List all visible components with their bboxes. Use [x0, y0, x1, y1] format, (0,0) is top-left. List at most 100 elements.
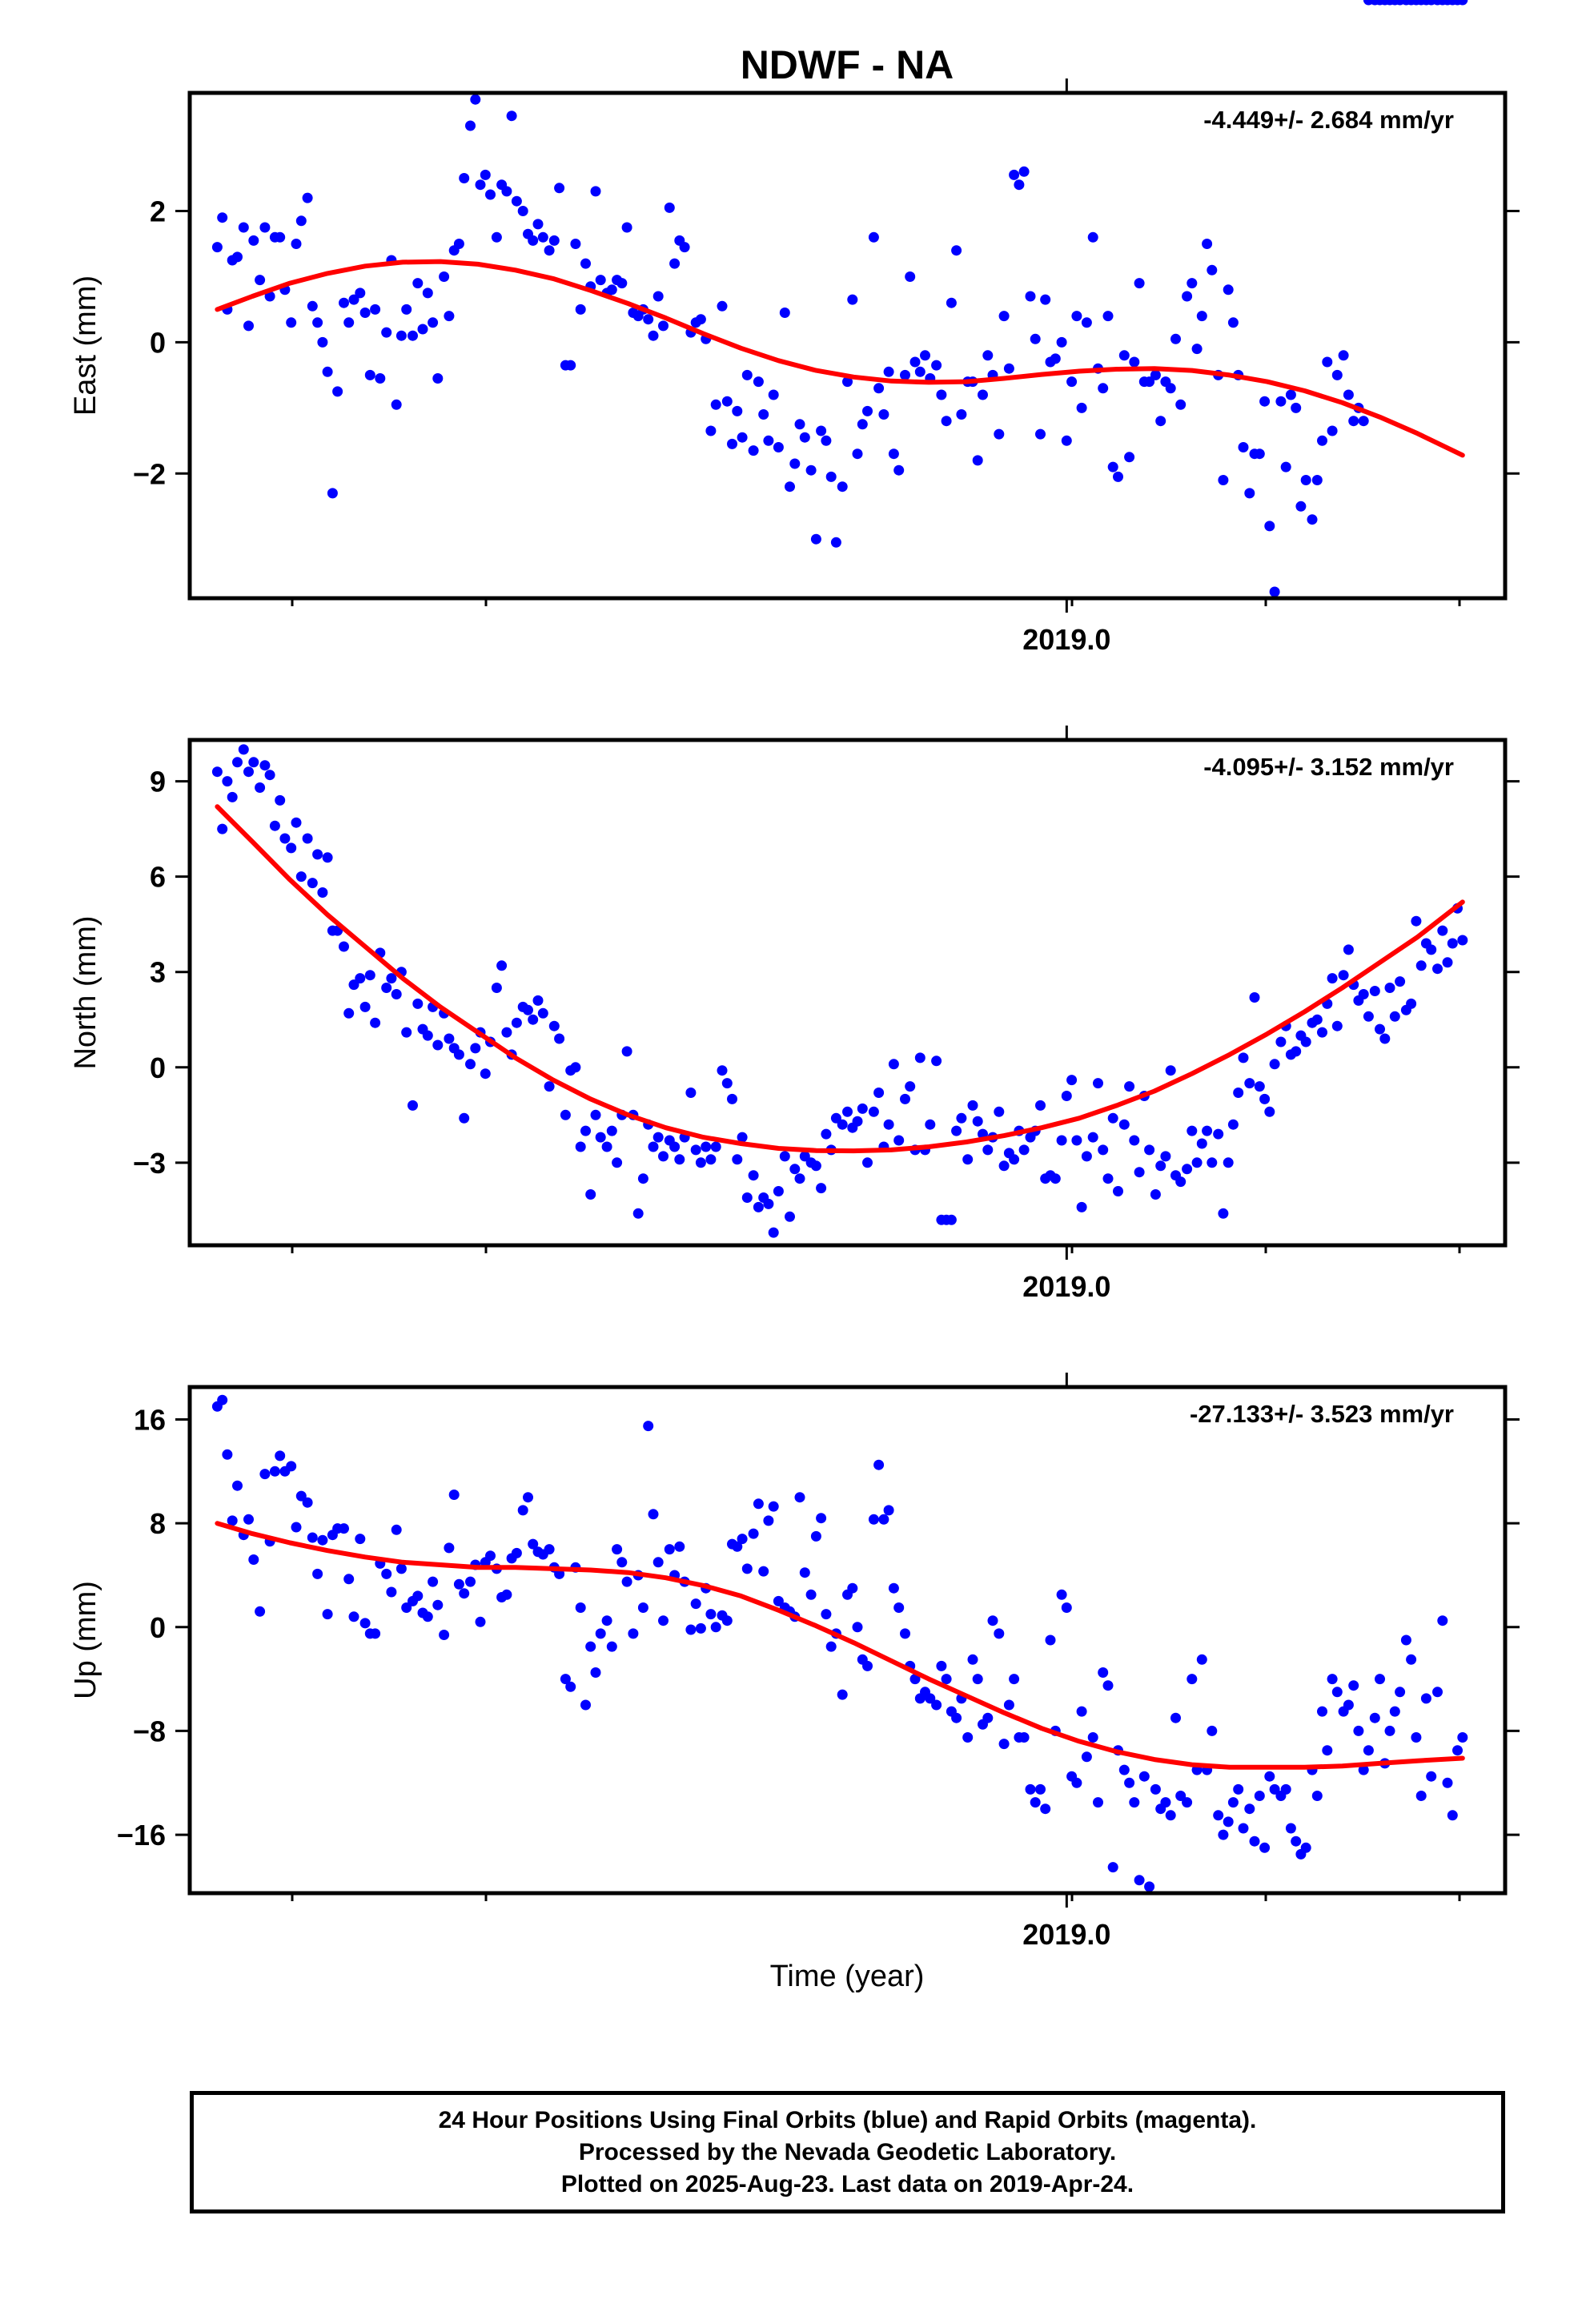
up-data-point	[748, 1528, 759, 1539]
up-data-point	[355, 1534, 366, 1545]
up-data-point	[883, 1505, 894, 1516]
north-data-point	[1160, 1151, 1171, 1162]
up-data-point	[1322, 1745, 1333, 1756]
east-data-point	[1144, 376, 1155, 388]
north-data-point	[1186, 1125, 1198, 1136]
up-data-point	[1311, 1791, 1323, 1801]
north-data-point	[1144, 1144, 1155, 1156]
east-data-point	[381, 327, 392, 338]
north-data-point	[1124, 1081, 1135, 1092]
north-data-point	[307, 878, 318, 889]
north-data-point	[391, 989, 402, 999]
north-data-point	[1238, 1052, 1249, 1063]
up-data-point	[658, 1615, 669, 1626]
up-data-point	[1018, 1732, 1030, 1743]
north-data-point	[1437, 925, 1448, 936]
north-data-point	[532, 995, 544, 1006]
east-data-point	[1291, 402, 1302, 413]
up-data-point	[816, 1513, 827, 1524]
east-data-point	[1129, 356, 1140, 368]
north-data-point	[343, 1007, 355, 1019]
up-data-point	[628, 1628, 639, 1639]
east-data-point	[1014, 179, 1025, 191]
up-data-point	[1369, 1712, 1380, 1723]
north-data-point	[412, 998, 424, 1009]
north-data-point	[1415, 960, 1427, 971]
north-data-point	[705, 1154, 717, 1165]
up-data-point	[1415, 1791, 1427, 1801]
north-data-point	[401, 1027, 412, 1038]
up-data-point	[721, 1615, 733, 1626]
north-data-point	[511, 1017, 522, 1028]
east-data-point	[595, 275, 606, 286]
north-data-point	[1227, 1119, 1239, 1130]
up-data-point	[544, 1544, 555, 1555]
east-data-point	[773, 442, 784, 452]
north-rate-label: -4.095+/- 3.152 mm/yr	[1203, 753, 1454, 781]
east-y-tick-label: 2	[150, 195, 166, 228]
north-data-point	[810, 1160, 821, 1172]
north-data-point	[799, 1151, 810, 1162]
north-data-point	[830, 1112, 841, 1124]
east-data-point	[1300, 475, 1311, 485]
north-data-point	[322, 852, 333, 863]
east-data-point	[532, 219, 544, 230]
east-data-point	[1102, 311, 1114, 322]
up-data-point	[1098, 1667, 1109, 1678]
east-data-point	[475, 179, 486, 191]
up-data-point	[1264, 1771, 1275, 1782]
up-data-point	[370, 1628, 381, 1639]
up-data-point	[643, 1421, 654, 1432]
up-data-point	[465, 1576, 476, 1587]
east-data-point	[1348, 416, 1359, 427]
up-data-point	[1358, 1764, 1369, 1775]
east-data-point	[1175, 399, 1186, 410]
north-data-point	[217, 823, 228, 834]
north-data-point	[606, 1125, 617, 1136]
north-data-point	[528, 1014, 539, 1025]
east-data-point	[537, 231, 548, 243]
north-data-point	[701, 1141, 712, 1152]
north-data-point	[575, 1141, 586, 1152]
east-data-point	[1264, 521, 1275, 532]
north-data-point	[1182, 1164, 1193, 1175]
north-data-point	[994, 1106, 1005, 1117]
east-data-point	[941, 416, 952, 427]
up-data-point	[878, 1514, 889, 1525]
north-data-point	[1369, 986, 1380, 996]
up-data-point	[931, 1699, 942, 1711]
up-data-point	[1160, 1797, 1171, 1808]
north-data-point	[227, 791, 238, 802]
east-data-point	[544, 245, 555, 256]
north-data-point	[279, 833, 291, 844]
east-data-point	[1317, 435, 1327, 446]
north-data-point	[1009, 1154, 1020, 1165]
north-data-point	[1269, 1059, 1280, 1070]
east-data-point	[432, 373, 444, 384]
up-data-point	[1447, 1810, 1458, 1821]
up-data-point	[825, 1641, 837, 1652]
north-data-point	[370, 1017, 381, 1028]
east-data-point	[852, 448, 863, 460]
north-data-point	[1134, 1167, 1145, 1178]
east-data-point	[753, 376, 764, 388]
north-data-point	[1071, 1135, 1082, 1146]
north-data-point	[496, 960, 508, 971]
north-data-point	[900, 1093, 910, 1104]
up-data-point	[1442, 1777, 1453, 1788]
east-data-point	[721, 396, 733, 407]
east-y-tick-label: −2	[133, 457, 166, 490]
north-data-point	[753, 1201, 764, 1212]
north-data-point	[873, 1088, 885, 1098]
up-data-point	[1076, 1706, 1087, 1717]
east-data-point	[343, 317, 355, 328]
up-data-point	[1056, 1589, 1067, 1600]
up-data-point	[1175, 1791, 1186, 1801]
up-data-point	[1420, 1693, 1431, 1704]
up-data-point	[773, 1595, 784, 1606]
east-data-point	[1295, 501, 1307, 512]
up-data-point	[275, 1450, 286, 1462]
north-data-point	[1196, 1138, 1207, 1149]
north-data-point	[1395, 976, 1406, 987]
up-data-point	[1395, 1687, 1406, 1698]
